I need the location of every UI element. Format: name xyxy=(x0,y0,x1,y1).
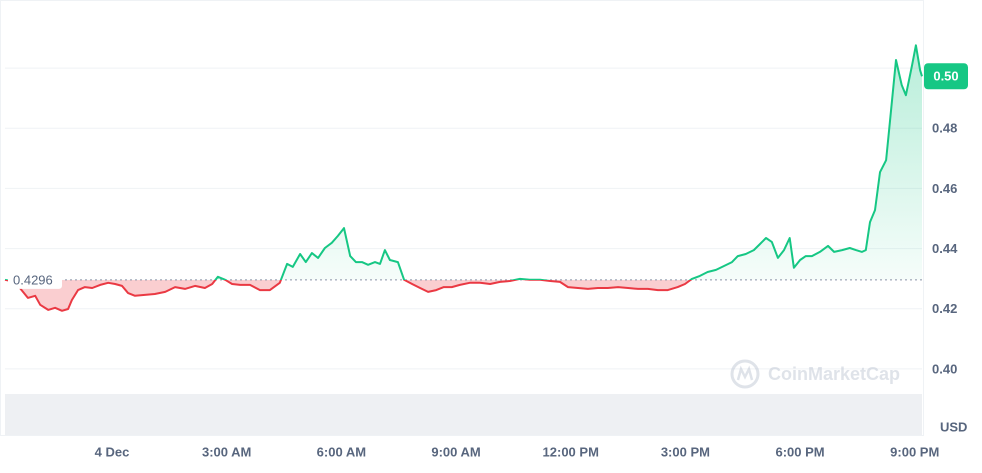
x-tick-label: 3:00 PM xyxy=(661,444,710,459)
y-tick-label: 0.48 xyxy=(932,121,957,136)
current-price-label: 0.50 xyxy=(933,69,958,84)
x-tick-label: 6:00 PM xyxy=(775,444,824,459)
y-tick-label: 0.44 xyxy=(932,241,958,256)
price-line xyxy=(4,44,923,312)
x-tick-label: 3:00 AM xyxy=(202,444,251,459)
y-tick-label: 0.40 xyxy=(932,361,957,376)
volume-strip xyxy=(5,394,922,435)
watermark: CoinMarketCap xyxy=(730,359,900,389)
x-tick-label: 9:00 AM xyxy=(431,444,480,459)
plot-border xyxy=(0,0,924,436)
baseline-label: 0.4296 xyxy=(13,272,53,287)
baseline-label-bg xyxy=(8,270,62,289)
x-tick-label: 9:00 PM xyxy=(890,444,939,459)
y-tick-label: 0.46 xyxy=(932,181,957,196)
currency-label: USD xyxy=(940,419,967,434)
price-area xyxy=(5,45,922,311)
x-tick-label: 12:00 PM xyxy=(543,444,599,459)
watermark-text: CoinMarketCap xyxy=(768,364,900,384)
x-tick-label: 6:00 AM xyxy=(317,444,366,459)
y-tick-label: 0.42 xyxy=(932,301,957,316)
current-price-badge xyxy=(924,63,968,90)
x-tick-label: 4 Dec xyxy=(95,444,130,459)
